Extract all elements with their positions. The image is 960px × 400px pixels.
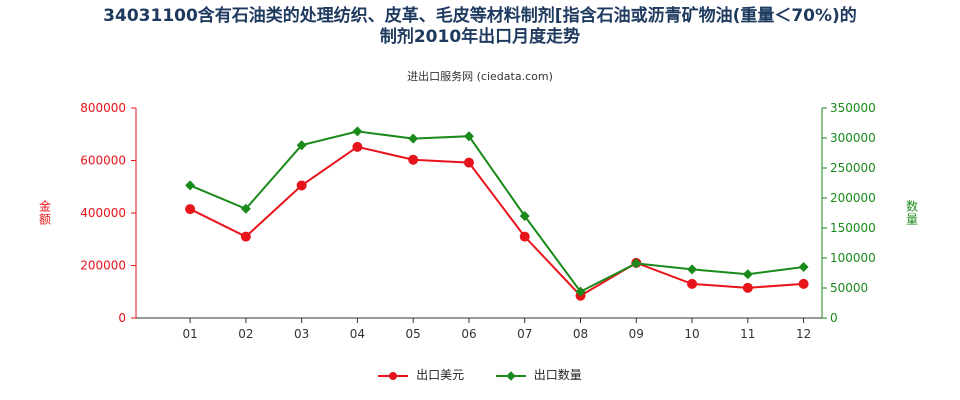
x-tick-label: 10 — [684, 327, 699, 341]
data-point-series-2 — [185, 180, 196, 191]
data-point-series-2 — [575, 286, 586, 297]
y-tick-label-right: 250000 — [830, 161, 876, 175]
data-point-series-2 — [631, 258, 642, 269]
data-point-series-1 — [185, 204, 196, 215]
data-point-series-2 — [408, 133, 419, 144]
y-axis-title-left-char: 额 — [39, 213, 51, 227]
legend-item-series-2: 出口数量 — [495, 366, 582, 383]
chart-title: 34031100含有石油类的处理纺织、皮革、毛皮等材料制剂[指含石油或沥青矿物油… — [0, 6, 960, 48]
data-point-series-1 — [296, 180, 307, 191]
data-point-series-1 — [687, 278, 698, 289]
y-tick-label-right: 150000 — [830, 221, 876, 235]
y-axis-title-right-char: 量 — [906, 213, 918, 227]
data-point-series-1 — [519, 231, 530, 242]
data-point-series-1 — [798, 278, 809, 289]
legend-swatch-series-2 — [495, 370, 526, 382]
legend-label-series-2: 出口数量 — [533, 368, 582, 382]
series-line-2 — [189, 130, 804, 293]
data-point-series-2 — [519, 211, 530, 221]
x-tick-label: 11 — [740, 327, 755, 341]
chart-subtitle: 进出口服务网 (ciedata.com) — [407, 70, 553, 83]
y-tick-label-right: 200000 — [830, 191, 876, 205]
data-point-series-2 — [240, 203, 251, 214]
y-tick-label-right: 350000 — [830, 101, 876, 115]
y-tick-label-left: 800000 — [80, 101, 126, 115]
x-tick-label: 06 — [461, 327, 476, 341]
data-point-series-1 — [352, 141, 363, 152]
y-axis-title-right: 数量 — [906, 199, 918, 227]
data-point-series-2 — [463, 131, 474, 142]
y-axis-title-left-char: 金 — [39, 199, 51, 214]
x-tick-label: 09 — [629, 327, 644, 341]
x-tick-label: 01 — [182, 327, 197, 341]
chart-title-line-2: 制剂2010年出口月度走势 — [379, 27, 581, 47]
data-point-series-1 — [463, 157, 474, 168]
y-tick-label-right: 300000 — [830, 131, 876, 145]
y-tick-label-right: 50000 — [830, 281, 868, 295]
data-point-series-2 — [352, 126, 363, 137]
x-tick-label: 03 — [294, 327, 309, 341]
y-tick-label-left: 600000 — [80, 154, 126, 168]
data-point-series-1 — [742, 282, 753, 293]
x-tick-label: 04 — [350, 327, 365, 341]
x-tick-label: 07 — [517, 327, 532, 341]
y-axis-title-left: 金额 — [39, 199, 51, 227]
x-tick-label: 05 — [406, 327, 421, 341]
y-tick-label-left: 200000 — [80, 259, 126, 273]
legend-swatch-series-1 — [378, 370, 409, 382]
x-tick-label: 08 — [573, 327, 588, 341]
chart-legend: 出口美元 出口数量 — [0, 366, 960, 383]
legend-label-series-1: 出口美元 — [416, 368, 465, 382]
data-point-series-2 — [687, 264, 698, 275]
data-point-series-1 — [408, 154, 419, 165]
data-point-series-2 — [798, 262, 809, 272]
y-tick-label-left: 400000 — [80, 206, 126, 220]
y-tick-label-left: 0 — [118, 311, 126, 325]
y-axis-title-right-char: 数 — [906, 199, 918, 214]
data-point-series-2 — [296, 140, 307, 151]
data-point-series-1 — [240, 231, 251, 242]
legend-item-series-1: 出口美元 — [378, 366, 464, 383]
x-tick-label: 12 — [796, 327, 811, 341]
chart-title-line-1: 34031100含有石油类的处理纺织、皮革、毛皮等材料制剂[指含石油或沥青矿物油… — [103, 6, 857, 26]
y-tick-label-right: 0 — [830, 311, 838, 325]
y-tick-label-right: 100000 — [830, 251, 876, 265]
data-point-series-2 — [742, 269, 753, 280]
series-line-1 — [189, 145, 804, 297]
x-tick-label: 02 — [238, 327, 253, 341]
